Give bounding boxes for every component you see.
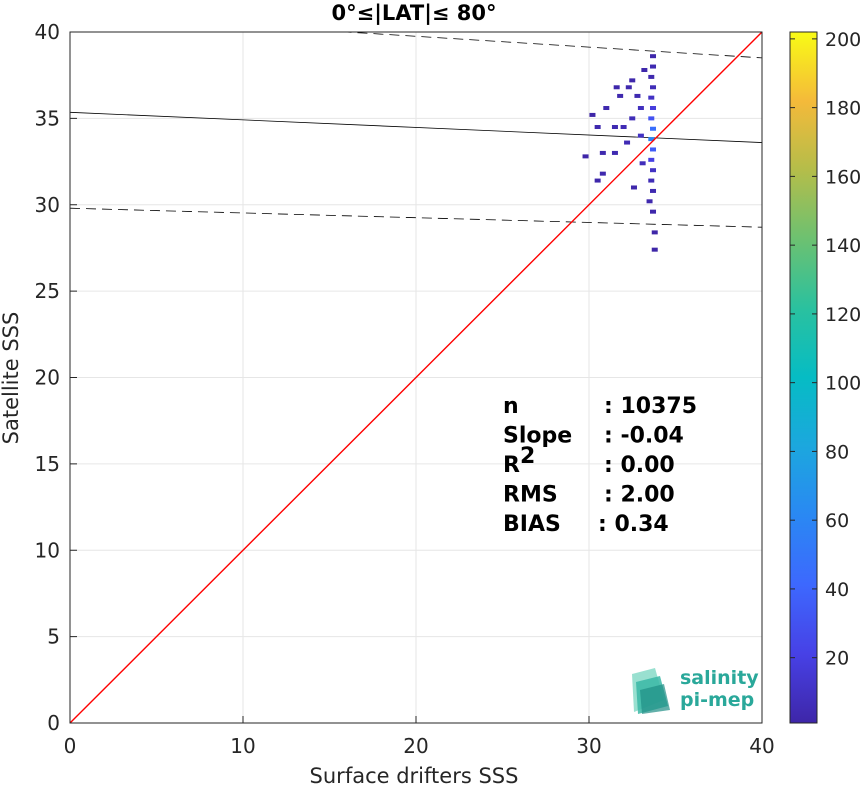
density-cell [629, 78, 636, 83]
colorbar-tick-label: 100 [825, 373, 861, 395]
y-tick-label: 15 [35, 452, 60, 476]
colorbar-tick-label: 120 [825, 304, 861, 326]
density-cell [650, 188, 657, 193]
density-cell [648, 74, 655, 79]
density-cell [639, 161, 646, 166]
x-tick-label: 10 [230, 734, 255, 758]
colorbar-tick-label: 80 [825, 441, 849, 463]
stats-value: : 2.00 [604, 483, 675, 508]
y-tick-label: 40 [35, 20, 60, 44]
identity-line [70, 32, 762, 723]
density-cell [620, 125, 627, 130]
density-cell [594, 125, 601, 130]
density-cell [617, 93, 624, 98]
density-cell [625, 85, 632, 90]
stats-value: : -0.04 [604, 424, 684, 449]
y-tick-label: 30 [35, 193, 60, 217]
x-axis-title: Surface drifters SSS [310, 764, 519, 786]
density-cell [650, 209, 657, 214]
logo-line-1: salinity [680, 667, 759, 689]
density-cell [651, 247, 658, 252]
colorbar-tick-label: 200 [825, 29, 861, 51]
stats-label: n [503, 394, 519, 419]
stats-label-superscript: 2 [520, 444, 535, 469]
colorbar-tick-label: 160 [825, 166, 861, 188]
y-tick-label: 10 [35, 538, 60, 562]
x-tick-label: 40 [749, 734, 774, 758]
y-tick-label: 5 [47, 625, 60, 649]
density-cell [624, 140, 631, 145]
x-tick-label: 0 [64, 734, 77, 758]
density-cell [594, 178, 601, 183]
density-cell [641, 68, 648, 73]
colorbar-tick-label: 40 [825, 579, 849, 601]
identity-line-path [70, 32, 762, 723]
fit-line [70, 111, 762, 143]
density-cell [634, 93, 641, 98]
y-tick-label: 35 [35, 106, 60, 130]
x-tick-label: 30 [576, 734, 601, 758]
y-axis-title: Satellite SSS [0, 312, 23, 445]
density-cell [603, 106, 610, 111]
stats-annotation: n : 10375 Slope : -0.04 R 2 : 0.00 RMS : 2.00 BIA… [503, 394, 697, 537]
density-cell [582, 154, 589, 159]
y-tick-label: 20 [35, 366, 60, 390]
density-cell [650, 106, 657, 111]
density-cell [648, 178, 655, 183]
density-cell [589, 112, 596, 117]
y-tick-label: 25 [35, 279, 60, 303]
density-cell [611, 150, 618, 155]
density-cell [650, 54, 657, 59]
stats-value: : 10375 [604, 394, 697, 419]
density-cell [599, 171, 606, 176]
density-cell [651, 230, 658, 235]
density-cell [637, 106, 644, 111]
density-cell [648, 95, 655, 100]
colorbar-axis: 20 40 60 80 100 120 140 160 180 200 [790, 29, 861, 670]
density-cell [629, 116, 636, 121]
density-cell [650, 85, 657, 90]
x-tick-label: 20 [403, 734, 428, 758]
density-cell [613, 85, 620, 90]
density-cell [599, 150, 606, 155]
stats-label: RMS [503, 483, 558, 508]
density-cell [648, 157, 655, 162]
density-cell [648, 116, 655, 121]
stats-label: Slope [503, 424, 572, 449]
density-cells [582, 54, 658, 252]
density-cell [650, 168, 657, 173]
density-cell [646, 199, 653, 204]
chart-title: 0°≤|LAT|≤ 80° [331, 1, 496, 26]
colorbar-tick-label: 20 [825, 648, 849, 670]
lower-bound-line [70, 207, 762, 228]
density-cell [650, 64, 657, 69]
density-cell [650, 147, 657, 152]
stats-value: : 0.34 [598, 512, 669, 537]
colorbar-tick-label: 60 [825, 510, 849, 532]
upper-bound-line [340, 32, 762, 59]
stats-value: : 0.00 [604, 453, 675, 478]
density-cell [650, 126, 657, 131]
colorbar-tick-label: 180 [825, 98, 861, 120]
y-axis: 0 5 10 15 20 25 30 35 40 [35, 20, 77, 735]
density-cell [630, 185, 637, 190]
colorbar-tick-label: 140 [825, 235, 861, 257]
logo-line-2: pi-mep [680, 689, 754, 711]
density-cell [611, 125, 618, 130]
density-cell [637, 133, 644, 138]
salinity-pi-mep-logo: salinity pi-mep [632, 667, 759, 714]
reference-lines [70, 32, 762, 228]
stats-label: R [503, 453, 520, 478]
stats-label: BIAS [503, 512, 561, 537]
y-tick-label: 0 [47, 711, 60, 735]
x-axis: 0 10 20 30 40 [64, 716, 775, 758]
density-cell [648, 137, 655, 142]
colorbar [789, 31, 818, 724]
